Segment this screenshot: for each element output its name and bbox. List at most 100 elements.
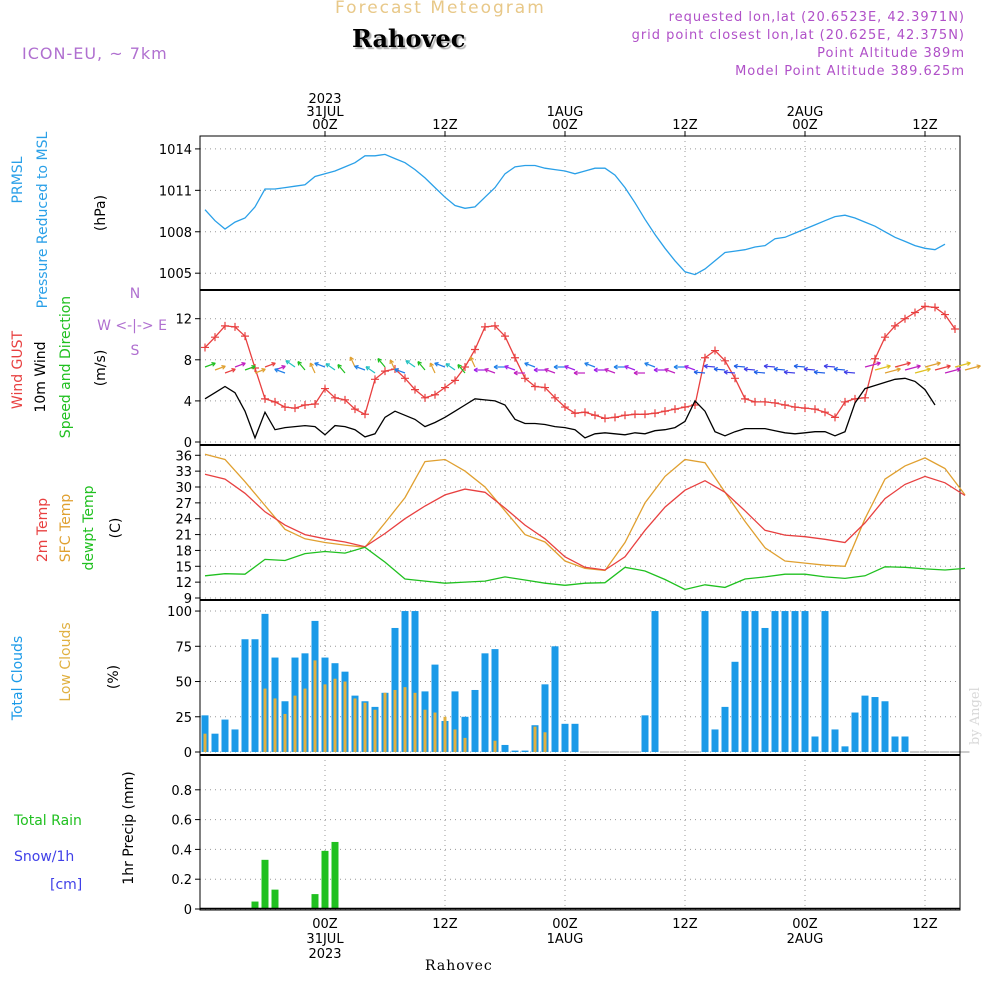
- precip-unit: 1hr Precip (mm): [121, 771, 137, 884]
- wind-arrow-head: [793, 363, 798, 369]
- wind-arrow: [914, 368, 931, 374]
- gust-point: [651, 409, 659, 418]
- wind-compass: W <-|-> E: [97, 318, 167, 334]
- low-clouds-bar: [353, 698, 357, 752]
- gust-point: [561, 403, 569, 412]
- wind-arrow-head: [434, 362, 439, 367]
- wind-arrow: [773, 368, 786, 371]
- wind-arrow-head: [653, 367, 658, 373]
- wind-arrow: [544, 368, 556, 374]
- wind-arrow: [833, 368, 846, 371]
- bottom-time-label: 2AUG: [787, 932, 824, 947]
- wind-arrow: [354, 365, 366, 371]
- wind-arrow-head: [251, 365, 256, 370]
- top-time-label: 12Z: [672, 118, 698, 133]
- total-clouds-bar: [721, 706, 729, 752]
- y-tick-label: 12: [175, 576, 192, 591]
- wind-arrow-head: [314, 362, 319, 367]
- gust-point: [911, 308, 919, 317]
- wind-arrow: [504, 365, 516, 371]
- panel-frame-wind: [199, 289, 961, 446]
- top-time-label: 12Z: [912, 118, 938, 133]
- wind-arrow: [924, 362, 941, 368]
- y-tick-label: 12: [175, 313, 192, 328]
- total-clouds-bar: [871, 697, 879, 752]
- y-tick-label: 4: [184, 395, 192, 410]
- wind-arrow: [733, 365, 746, 368]
- gust-point: [791, 403, 799, 412]
- precip-bar: [251, 901, 259, 909]
- wind-arrow-head: [211, 362, 216, 367]
- total-clouds-bar: [791, 611, 799, 752]
- wind10m-line: [204, 377, 936, 440]
- total-clouds-bar: [741, 611, 749, 752]
- wind-arrow-head: [684, 365, 689, 370]
- gust-point: [501, 332, 509, 341]
- low-clouds-bar: [363, 702, 367, 752]
- rain-label: Total Rain: [13, 813, 82, 829]
- top-time-label: 1AUG: [547, 105, 584, 120]
- wind-arrow: [884, 368, 901, 374]
- total-clouds-bar: [801, 611, 809, 752]
- gust-point: [431, 390, 439, 399]
- total-clouds-bar: [221, 719, 229, 752]
- total-clouds-bar: [711, 729, 719, 752]
- gust-point: [541, 383, 549, 392]
- wind-arrow-head: [673, 364, 678, 370]
- wind-arrow-head: [231, 368, 236, 373]
- wind-arrow-head: [349, 356, 354, 362]
- wind-arrow-head: [946, 364, 951, 370]
- total-clouds-bar: [431, 664, 439, 752]
- wind-arrow: [389, 359, 396, 371]
- gust-point: [951, 324, 959, 333]
- total-clouds-bar: [481, 653, 489, 752]
- wind-arrow: [429, 362, 436, 374]
- wind-arrow: [803, 368, 816, 371]
- wind-arrow: [377, 358, 386, 368]
- wind-arrow-head: [221, 365, 226, 370]
- gust-point: [761, 397, 769, 406]
- gust-point: [271, 397, 279, 406]
- total-clouds-bar: [651, 611, 659, 752]
- low-clouds-bar: [453, 729, 457, 752]
- total-clouds-bar: [891, 736, 899, 752]
- bottom-time-label: 2023: [308, 947, 341, 962]
- gust-point: [631, 410, 639, 419]
- y-tick-label: 1011: [159, 184, 192, 199]
- wind-arrow: [234, 362, 246, 368]
- low-clouds-bar: [273, 698, 277, 752]
- gust-point: [901, 314, 909, 323]
- total-clouds-bar: [501, 744, 509, 752]
- wind-arrow: [394, 368, 406, 374]
- wind-arrow-head: [484, 368, 489, 373]
- y-tick-label: 30: [175, 481, 192, 496]
- gust-point: [661, 407, 669, 416]
- wind-arrow-head: [604, 368, 609, 373]
- wind-arrow-head: [271, 362, 276, 367]
- y-tick-label: 0: [184, 436, 192, 451]
- wind-arrow-head: [916, 364, 921, 370]
- low-clouds-bar: [383, 692, 387, 752]
- gust-point: [261, 394, 269, 403]
- total-clouds-bar: [901, 736, 909, 752]
- total-clouds-bar: [471, 689, 479, 752]
- gust-point: [381, 367, 389, 376]
- total-clouds-bar: [761, 627, 769, 752]
- y-tick-label: 1005: [159, 267, 192, 282]
- y-tick-label: 24: [175, 513, 192, 528]
- low-clouds-bar: [533, 726, 537, 752]
- low-clouds-bar: [463, 737, 467, 752]
- wind-arrow: [337, 364, 346, 374]
- gust-point: [721, 356, 729, 365]
- wind-arrow: [964, 365, 981, 371]
- wind-arrow-head: [926, 367, 931, 373]
- wind-arrow: [264, 362, 276, 368]
- wind-arrow-head: [564, 365, 569, 370]
- gust-point: [811, 405, 819, 414]
- low-clouds-bar: [433, 712, 437, 752]
- wind-arrow-head: [644, 362, 649, 367]
- chart-title: Rahovec: [352, 24, 466, 53]
- wind-speed-dir-label: Speed and Direction: [58, 296, 74, 438]
- total-clouds-bar: [641, 715, 649, 752]
